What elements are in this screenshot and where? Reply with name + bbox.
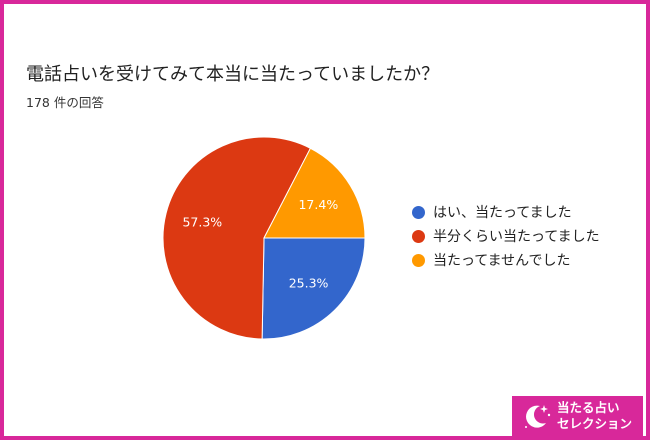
slice-yes[interactable] — [261, 237, 366, 340]
legend-item-no[interactable]: 当たってませんでした — [412, 248, 600, 272]
pie-data-labels: 25.3% 57.3% 17.4% — [182, 197, 338, 290]
slice-yes-label: 25.3% — [289, 275, 329, 290]
chart-legend: はい、当たってました 半分くらい当たってました 当たってませんでした — [412, 200, 600, 272]
legend-swatch — [412, 205, 425, 219]
legend-swatch — [412, 253, 425, 267]
legend-item-half[interactable]: 半分くらい当たってました — [412, 224, 600, 248]
slice-half-label: 57.3% — [182, 214, 222, 229]
legend-label: 当たってませんでした — [433, 253, 571, 269]
brand-badge: 当たる占い セレクション — [512, 396, 643, 436]
legend-label: 半分くらい当たってました — [433, 229, 600, 245]
legend-swatch — [412, 229, 425, 243]
pie-slices — [162, 136, 366, 340]
response-count: 178 件の回答 — [26, 95, 104, 110]
slice-no-label: 17.4% — [298, 197, 338, 212]
legend-label: はい、当たってました — [433, 205, 572, 221]
brand-line-1: 当たる占い — [557, 400, 620, 415]
slice-half[interactable] — [162, 136, 312, 340]
legend-item-yes[interactable]: はい、当たってました — [412, 200, 600, 224]
slice-no[interactable] — [263, 147, 366, 239]
chart-title: 電話占いを受けてみて本当に当たっていましたか？ — [26, 64, 440, 85]
brand-line-2: セレクション — [557, 416, 633, 431]
crescent-moon-stars-icon — [525, 405, 551, 428]
brand-name: 当たる占い セレクション — [557, 400, 632, 432]
